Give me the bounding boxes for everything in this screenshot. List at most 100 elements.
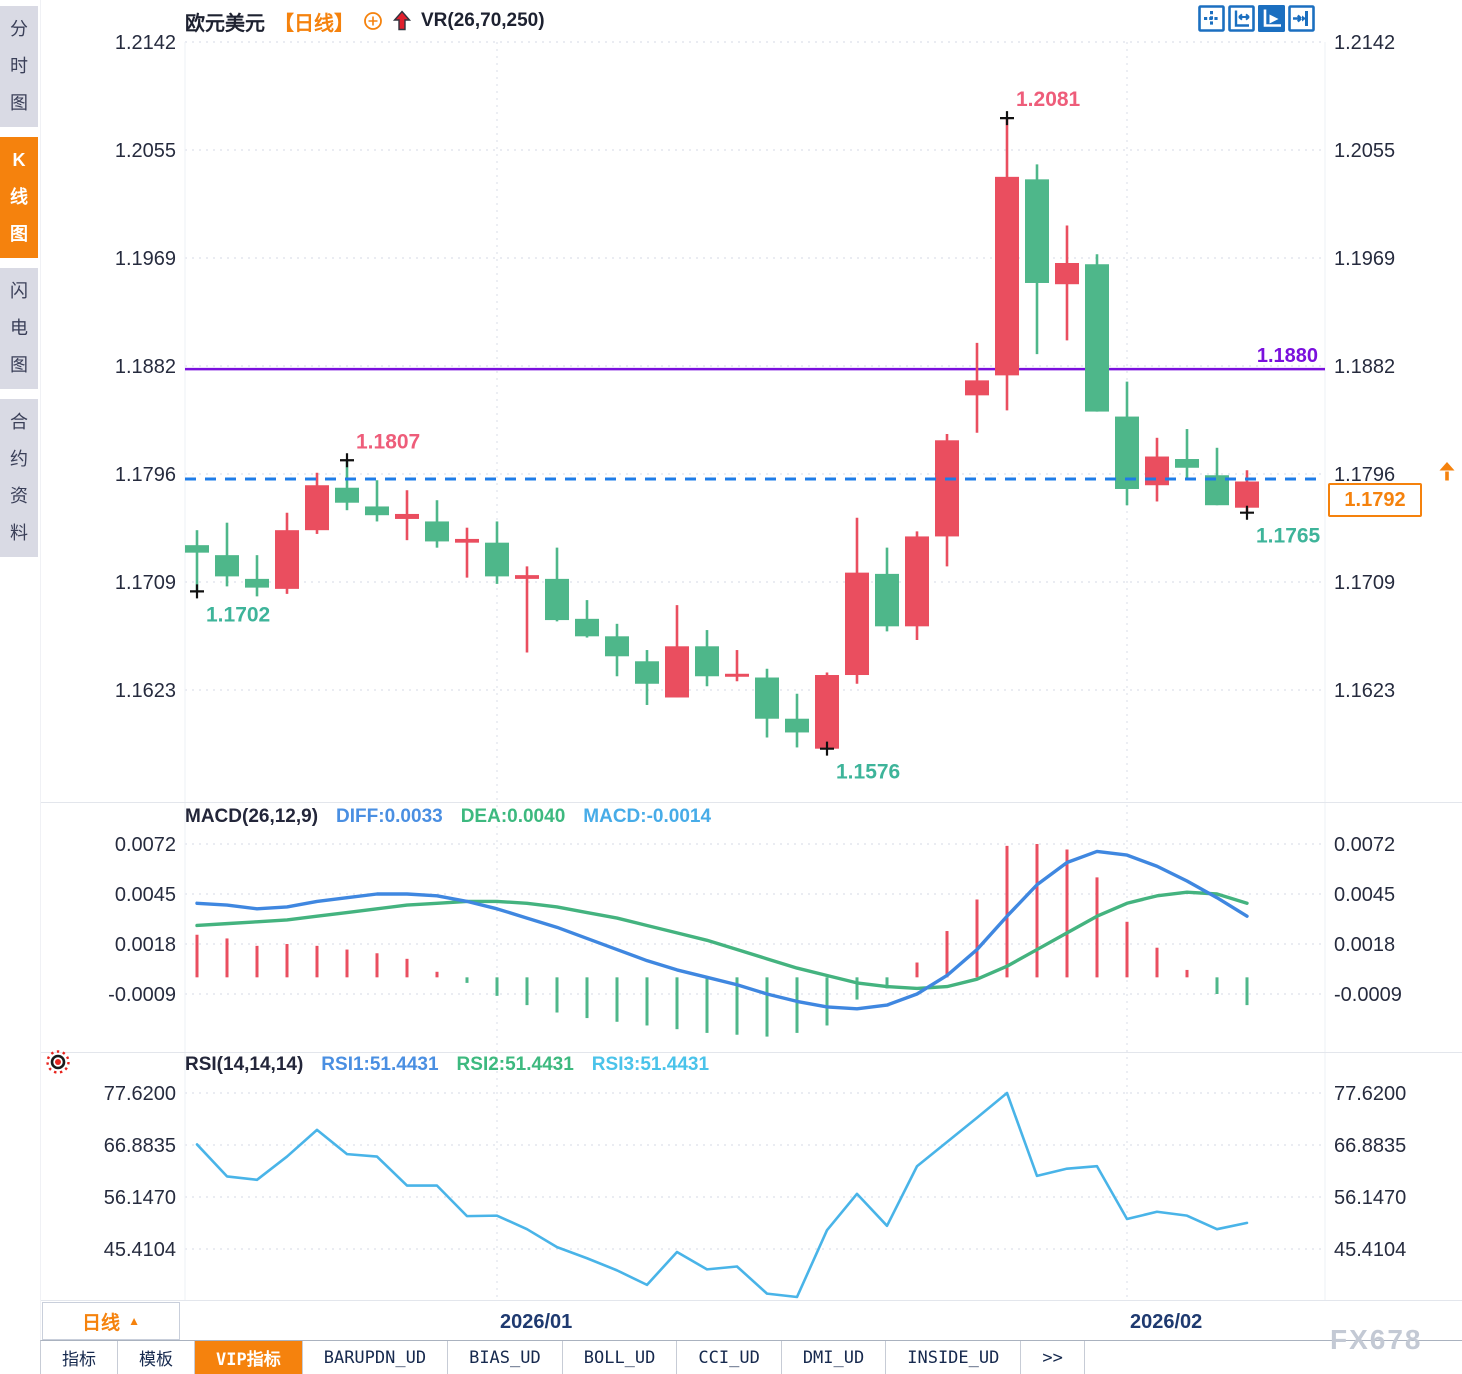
resistance-line-label: 1.1880	[1257, 345, 1318, 367]
chart-header: 欧元美元 【日线】 VR(26,70,250)	[185, 6, 545, 36]
bottom-tab-BIAS_UD[interactable]: BIAS_UD	[448, 1341, 563, 1374]
macd-plot	[195, 844, 1249, 1037]
price-axis-label-right: 1.1623	[1334, 680, 1395, 702]
divider-macd-rsi	[40, 1052, 1462, 1053]
indicator-label[interactable]: VR(26,70,250)	[421, 10, 545, 31]
period-label[interactable]: 【日线】	[274, 12, 354, 35]
price-axis-label-left: 1.1709	[115, 572, 176, 594]
price-axis-label-right: 1.1709	[1334, 572, 1395, 594]
last-price-value: 1.1792	[1344, 488, 1406, 511]
bottom-tab-BOLL_UD[interactable]: BOLL_UD	[563, 1341, 678, 1374]
period-selector-label: 日线	[82, 1312, 121, 1334]
go-to-latest-icon[interactable]	[1288, 5, 1315, 32]
candle-body	[1085, 264, 1109, 412]
swing-price-label: 1.1576	[836, 761, 900, 784]
candle-body	[1025, 179, 1049, 283]
macd-axis-label-left: 0.0018	[115, 934, 176, 956]
price-axis-label-right: 1.2142	[1334, 32, 1395, 54]
rsi-panel-header: RSI(14,14,14) RSI1:51.4431 RSI2:51.4431 …	[185, 1054, 709, 1076]
price-axis-label-left: 1.2055	[115, 140, 176, 162]
swing-cross-marker	[1240, 505, 1254, 520]
candle-body	[635, 661, 659, 684]
candle-body	[425, 521, 449, 542]
macd-axis-label-right: 0.0072	[1334, 834, 1395, 856]
auto-scroll-icon[interactable]	[1258, 5, 1285, 32]
candle-body	[785, 718, 809, 733]
macd-diff-value: DIFF:0.0033	[336, 806, 443, 827]
indicator-settings-icon[interactable]	[44, 1048, 72, 1081]
caret-up-icon: ▲	[128, 1314, 140, 1328]
axis-scale-icon[interactable]	[1228, 5, 1255, 32]
bottom-tab-VIP指标[interactable]: VIP指标	[195, 1341, 303, 1374]
bottom-tab->>[interactable]: >>	[1021, 1341, 1085, 1374]
rsi3-value: RSI3:51.4431	[591, 1054, 710, 1075]
sidebar-tab-合约资料[interactable]: 合 约 资 料	[0, 399, 38, 557]
rsi-plot	[195, 1091, 1249, 1299]
rsi-line	[195, 1091, 1249, 1299]
sidebar-tab-分时图[interactable]: 分 时 图	[0, 6, 38, 127]
price-axis-label-right: 1.1969	[1334, 248, 1395, 270]
swing-cross-marker	[340, 453, 354, 468]
last-price-tag: 1.1792	[1328, 483, 1422, 517]
candle-body	[905, 536, 929, 627]
price-axis-label-right: 1.1796	[1334, 464, 1395, 486]
macd-diff-line	[195, 849, 1249, 1011]
candle-body	[275, 530, 299, 589]
candle-body	[605, 636, 629, 657]
price-axis-label-right: 1.1882	[1334, 356, 1395, 378]
sidebar-tab-闪电图[interactable]: 闪 电 图	[0, 268, 38, 389]
axis-labels: 1.2142 1.2142 1.2055 1.2055 1.1969 1.1969 1.18…	[104, 32, 1407, 1333]
bottom-tab-模板[interactable]: 模板	[118, 1341, 195, 1374]
period-selector-button[interactable]: 日线 ▲	[42, 1302, 180, 1340]
candle-body	[245, 578, 269, 588]
bottom-tab-指标[interactable]: 指标	[41, 1341, 118, 1374]
bottom-tab-BARUPDN_UD[interactable]: BARUPDN_UD	[303, 1341, 449, 1374]
macd-axis-label-left: 0.0045	[115, 884, 176, 906]
symbol-name: 欧元美元	[185, 12, 265, 35]
candle-body	[725, 673, 749, 677]
macd-macd-value: MACD:-0.0014	[583, 806, 712, 827]
macd-axis-label-right: 0.0018	[1334, 934, 1395, 956]
bottom-tab-CCI_UD[interactable]: CCI_UD	[677, 1341, 782, 1374]
swing-markers: 1.1702 1.1807 1.1576 1.2081 1.1765	[190, 88, 1321, 784]
candle-body	[1175, 459, 1199, 468]
candle-body	[965, 380, 989, 396]
rsi2-value: RSI2:51.4431	[456, 1054, 574, 1075]
x-axis-date-label: 2026/01	[500, 1311, 572, 1333]
swing-cross-marker	[820, 741, 834, 756]
add-indicator-icon[interactable]	[363, 11, 383, 31]
price-axis-label-left: 1.1882	[115, 356, 176, 378]
trend-up-arrow-icon	[392, 9, 412, 33]
macd-axis-label-left: 0.0072	[115, 834, 176, 856]
candle-body	[1115, 416, 1139, 489]
rsi-axis-label-right: 77.6200	[1334, 1083, 1406, 1105]
pan-icon[interactable]	[1198, 5, 1225, 32]
chart-toolbar	[1198, 5, 1315, 32]
rsi-axis-label-right: 56.1470	[1334, 1187, 1406, 1209]
candle-body	[845, 572, 869, 676]
price-axis-label-left: 1.1796	[115, 464, 176, 486]
bottom-tab-DMI_UD[interactable]: DMI_UD	[782, 1341, 887, 1374]
candle-body	[665, 646, 689, 698]
price-up-arrow-icon	[1438, 461, 1456, 488]
rsi-axis-label-right: 66.8835	[1334, 1135, 1406, 1157]
resistance-line: 1.1880	[185, 345, 1325, 371]
candle-body	[875, 573, 899, 627]
rsi-axis-label-right: 45.4104	[1334, 1239, 1406, 1261]
swing-price-label: 1.1807	[356, 430, 420, 453]
sidebar-tab-K线图[interactable]: K 线 图	[0, 137, 38, 258]
price-axis-label-right: 1.2055	[1334, 140, 1395, 162]
candles	[185, 118, 1259, 749]
candle-body	[1055, 262, 1079, 285]
price-axis-label-left: 1.2142	[115, 32, 176, 54]
swing-cross-marker	[1000, 111, 1014, 126]
bottom-tab-INSIDE_UD[interactable]: INSIDE_UD	[886, 1341, 1022, 1374]
rsi-axis-label-left: 56.1470	[104, 1187, 176, 1209]
gridlines	[184, 41, 1326, 1300]
rsi-axis-label-left: 77.6200	[104, 1083, 176, 1105]
rsi-title: RSI(14,14,14)	[185, 1054, 304, 1075]
swing-price-label: 1.1702	[206, 603, 270, 626]
candle-body	[215, 555, 239, 577]
